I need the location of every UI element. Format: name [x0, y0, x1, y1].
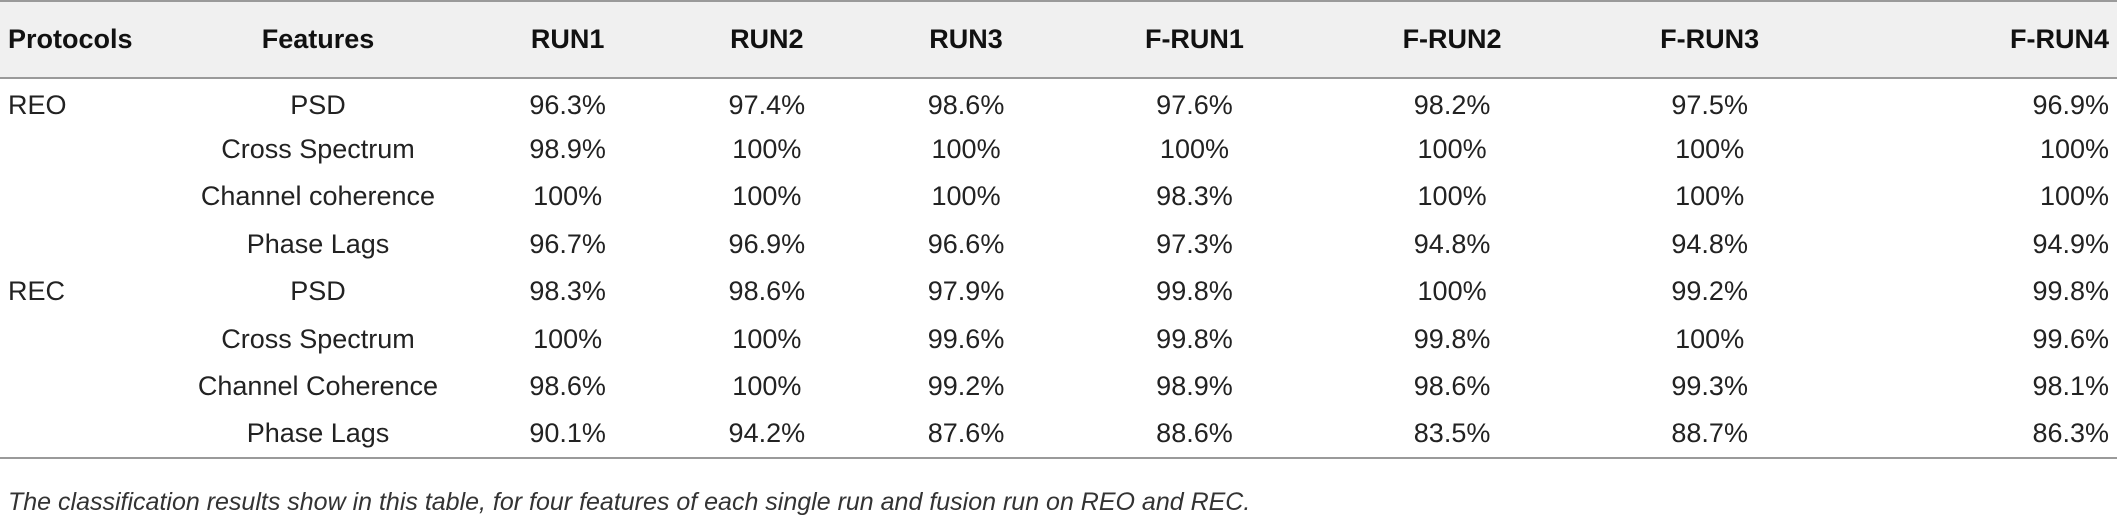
- value-cell: 96.6%: [927, 228, 1005, 259]
- value-cell: 100%: [533, 323, 603, 354]
- value-cell: 98.9%: [1156, 371, 1233, 402]
- value-cell: 88.7%: [1580, 410, 1839, 459]
- table-row: REO PSD 96.3% 97.4% 98.6% 97.6% 98.2% 97.5% 96.9…: [0, 78, 2117, 126]
- value-cell: 96.9%: [2032, 89, 2109, 120]
- header-f-run1: F-RUN1: [1065, 0, 1324, 79]
- header-run2: RUN2: [667, 0, 867, 79]
- value-cell: 97.9%: [927, 276, 1005, 307]
- value-cell: 99.8%: [2032, 276, 2109, 307]
- feature-cell: Cross Spectrum: [221, 133, 415, 164]
- value-cell: 100%: [1675, 133, 1745, 164]
- value-cell: 99.6%: [927, 323, 1005, 354]
- value-cell: 98.1%: [2032, 371, 2109, 402]
- table-row: Channel coherence 100% 100% 100% 98.3% 100% 10…: [0, 173, 2117, 221]
- feature-cell: Cross Spectrum: [221, 323, 415, 354]
- value-cell: 94.8%: [1413, 228, 1491, 259]
- table-row: REC PSD 98.3% 98.6% 97.9% 99.8% 100% 99.2% 99.8%: [0, 268, 2117, 316]
- value-cell: 86.3%: [1838, 410, 2117, 459]
- value-cell: 98.3%: [529, 276, 606, 307]
- feature-cell: Phase Lags: [168, 410, 468, 459]
- header-protocols: Protocols: [0, 0, 168, 79]
- value-cell: 98.6%: [529, 371, 606, 402]
- value-cell: 99.3%: [1671, 371, 1748, 402]
- value-cell: 100%: [1417, 133, 1487, 164]
- value-cell: 99.8%: [1156, 276, 1233, 307]
- header-f-run3: F-RUN3: [1580, 0, 1839, 79]
- value-cell: 97.4%: [728, 89, 806, 120]
- feature-cell: PSD: [290, 89, 346, 120]
- value-cell: 99.2%: [927, 371, 1005, 402]
- value-cell: 99.2%: [1671, 276, 1748, 307]
- value-cell: 98.3%: [1156, 181, 1233, 212]
- table-header-row: Protocols Features RUN1 RUN2 RUN3 F-RUN1…: [0, 0, 2117, 79]
- value-cell: 94.2%: [667, 410, 867, 459]
- value-cell: 90.1%: [468, 410, 668, 459]
- value-cell: 100%: [533, 181, 603, 212]
- value-cell: 98.6%: [927, 89, 1005, 120]
- table-body: REO PSD 96.3% 97.4% 98.6% 97.6% 98.2% 97.5% 96.9…: [0, 78, 2117, 459]
- table-row: Cross Spectrum 98.9% 100% 100% 100% 100% 100% 1…: [0, 126, 2117, 174]
- protocol-cell: REO: [8, 89, 67, 120]
- value-cell: 100%: [732, 323, 802, 354]
- value-cell: 96.7%: [529, 228, 606, 259]
- feature-cell: Phase Lags: [246, 228, 390, 259]
- value-cell: 100%: [931, 181, 1001, 212]
- value-cell: 100%: [931, 133, 1001, 164]
- value-cell: 97.3%: [1156, 228, 1233, 259]
- header-f-run2: F-RUN2: [1323, 0, 1581, 79]
- value-cell: 98.6%: [728, 276, 806, 307]
- value-cell: 96.9%: [728, 228, 806, 259]
- protocol-cell: [0, 316, 168, 364]
- value-cell: 100%: [1159, 133, 1229, 164]
- table-row: Phase Lags 96.7% 96.9% 96.6% 97.3% 94.8% 94.8%…: [0, 221, 2117, 269]
- feature-cell: Channel Coherence: [197, 371, 439, 402]
- protocol-cell: [0, 221, 168, 269]
- value-cell: 100%: [1417, 181, 1487, 212]
- header-f-run4: F-RUN4: [1838, 0, 2117, 79]
- protocol-cell: [0, 363, 168, 411]
- table-row: Phase Lags 90.1% 94.2% 87.6% 88.6% 83.5% 88.7%…: [0, 410, 2117, 459]
- value-cell: 97.5%: [1671, 89, 1748, 120]
- value-cell: 98.6%: [1413, 371, 1491, 402]
- value-cell: 99.8%: [1156, 323, 1233, 354]
- protocol-cell: [0, 173, 168, 221]
- value-cell: 100%: [732, 181, 802, 212]
- value-cell: 87.6%: [866, 410, 1066, 459]
- value-cell: 100%: [732, 371, 802, 402]
- header-run1: RUN1: [468, 0, 668, 79]
- results-table: Protocols Features RUN1 RUN2 RUN3 F-RUN1…: [0, 0, 2117, 459]
- value-cell: 100%: [2039, 133, 2109, 164]
- value-cell: 100%: [732, 133, 802, 164]
- value-cell: 97.6%: [1156, 89, 1233, 120]
- table-row: Channel Coherence 98.6% 100% 99.2% 98.9% 98.6…: [0, 363, 2117, 411]
- value-cell: 100%: [1417, 276, 1487, 307]
- value-cell: 98.9%: [529, 133, 606, 164]
- value-cell: 98.2%: [1413, 89, 1491, 120]
- value-cell: 94.9%: [2032, 228, 2109, 259]
- value-cell: 99.6%: [2032, 323, 2109, 354]
- header-features: Features: [168, 0, 468, 79]
- value-cell: 100%: [1675, 323, 1745, 354]
- value-cell: 83.5%: [1323, 410, 1581, 459]
- value-cell: 94.8%: [1671, 228, 1748, 259]
- header-run3: RUN3: [866, 0, 1066, 79]
- feature-cell: PSD: [290, 276, 346, 307]
- value-cell: 100%: [1675, 181, 1745, 212]
- value-cell: 100%: [2039, 181, 2109, 212]
- table-row: Cross Spectrum 100% 100% 99.6% 99.8% 99.8% 100…: [0, 316, 2117, 364]
- protocol-cell: REC: [8, 276, 66, 307]
- feature-cell: Channel coherence: [200, 181, 436, 212]
- protocol-cell: [0, 126, 168, 174]
- value-cell: 88.6%: [1065, 410, 1324, 459]
- value-cell: 96.3%: [529, 89, 606, 120]
- table-caption: The classification results show in this …: [8, 488, 1251, 516]
- protocol-cell: [0, 410, 168, 459]
- value-cell: 99.8%: [1413, 323, 1491, 354]
